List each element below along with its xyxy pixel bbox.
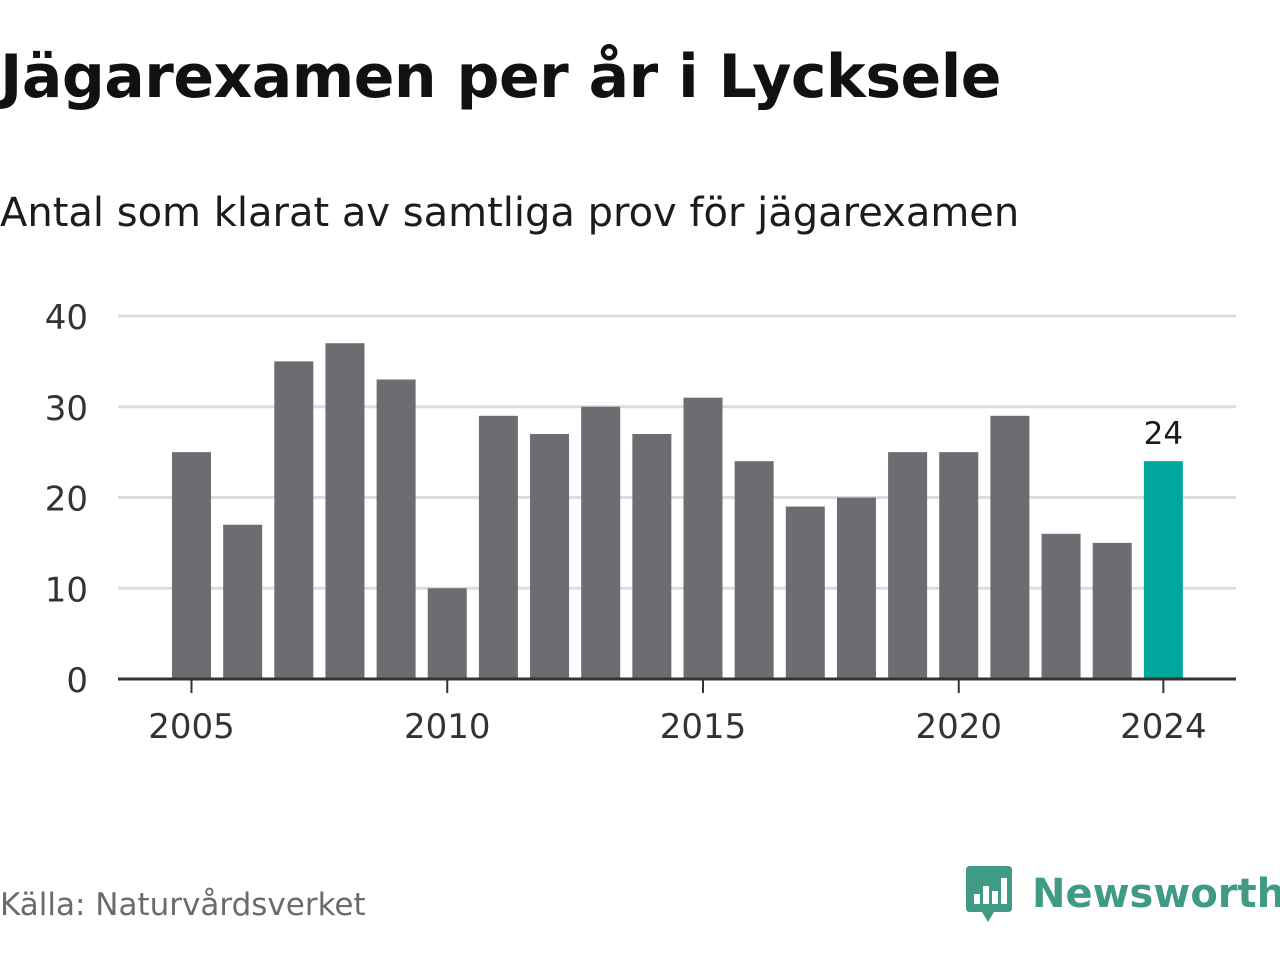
bar: [478, 415, 518, 679]
bar: [683, 397, 723, 679]
y-tick-label: 10: [45, 570, 88, 610]
bar: [1041, 533, 1081, 679]
bar-chart: 0 10 20 30 40 2005 2010 2015 2020 2024 24: [45, 298, 1236, 747]
bar: [274, 361, 314, 679]
chart-title: Jägarexamen per år i Lycksele: [0, 42, 1002, 112]
data-label: 24: [1144, 416, 1183, 452]
bar: [325, 343, 365, 679]
x-tick-label: 2010: [404, 707, 491, 747]
bar: [581, 406, 621, 679]
source-note: Källa: Naturvårdsverket: [0, 887, 366, 923]
y-tick-label: 40: [45, 298, 88, 338]
bar: [530, 433, 570, 679]
x-tick-label: 2024: [1120, 707, 1207, 747]
brand-name: Newsworthy: [1032, 871, 1280, 917]
bar: [888, 452, 928, 679]
bar: [939, 452, 979, 679]
y-tick-label: 30: [45, 389, 88, 429]
bar: [836, 497, 876, 679]
bar: [632, 433, 672, 679]
y-tick-label: 20: [45, 480, 88, 520]
bar: [223, 524, 263, 679]
bar: [1143, 461, 1183, 679]
bar: [734, 461, 774, 679]
chart-subtitle: Antal som klarat av samtliga prov för jä…: [0, 190, 1020, 236]
bar: [172, 452, 211, 679]
x-tick-label: 2020: [915, 707, 1002, 747]
bar: [1092, 542, 1132, 679]
bar: [785, 506, 825, 679]
bar: [990, 415, 1030, 679]
bar: [376, 379, 416, 679]
x-tick-label: 2005: [148, 707, 235, 747]
brand-logo: Newsworthy: [964, 864, 1280, 924]
bar-chart-speech-bubble-icon: [966, 866, 1012, 922]
bar: [427, 588, 467, 679]
y-tick-label: 0: [66, 661, 88, 701]
x-tick-label: 2015: [660, 707, 747, 747]
